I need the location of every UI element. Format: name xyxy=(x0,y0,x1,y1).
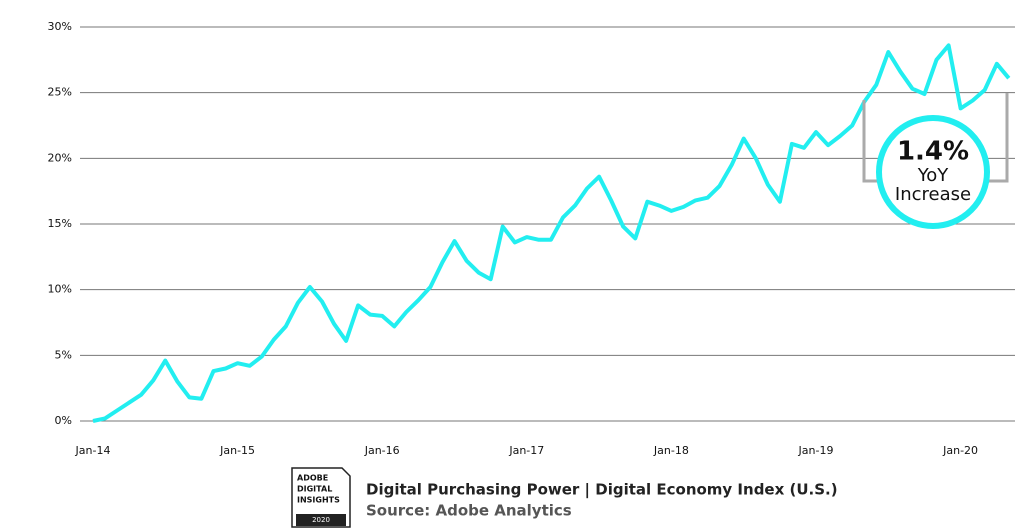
y-tick-label: 30% xyxy=(48,20,72,33)
footer-title: Digital Purchasing Power | Digital Econo… xyxy=(366,481,838,500)
x-tick-label: Jan-14 xyxy=(75,444,111,457)
annotation-value: 1.4% xyxy=(897,137,969,167)
y-tick-label: 20% xyxy=(48,151,72,164)
x-tick-label: Jan-15 xyxy=(219,444,255,457)
annotation-text: Increase xyxy=(895,184,971,205)
x-tick-label: Jan-18 xyxy=(653,444,689,457)
y-tick-label: 25% xyxy=(48,86,72,99)
x-tick-label: Jan-16 xyxy=(364,444,400,457)
annotation-circle xyxy=(876,115,990,229)
badge-text: INSIGHTS xyxy=(297,496,340,505)
y-tick-label: 15% xyxy=(48,217,72,230)
data-line xyxy=(92,43,1011,423)
y-tick-label: 5% xyxy=(55,348,72,361)
badge-text: DIGITAL xyxy=(297,485,332,494)
x-tick-label: Jan-20 xyxy=(942,444,978,457)
badge-band xyxy=(296,514,346,526)
x-tick-label: Jan-17 xyxy=(508,444,544,457)
badge: ADOBE DIGITAL INSIGHTS 2020 xyxy=(291,467,351,528)
annotation-text: YoY xyxy=(917,165,950,186)
badge-year: 2020 xyxy=(312,516,330,524)
badge-text: ADOBE xyxy=(297,474,328,483)
footer-source: Source: Adobe Analytics xyxy=(366,502,572,520)
badge-frame xyxy=(291,467,351,528)
y-tick-label: 10% xyxy=(48,283,72,296)
x-tick-label: Jan-19 xyxy=(798,444,834,457)
y-tick-label: 0% xyxy=(55,414,72,427)
